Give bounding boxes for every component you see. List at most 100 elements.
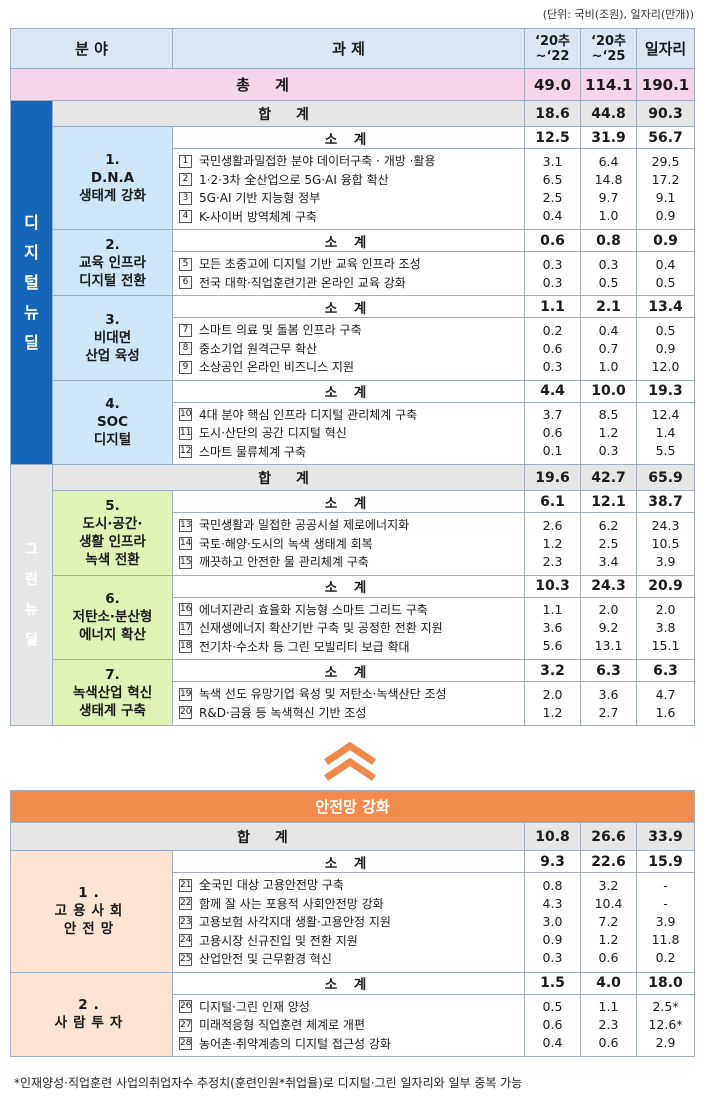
value-text: 2.3 bbox=[542, 553, 563, 569]
task-item: 7 스마트 의료 및 돌봄 인프라 구축 bbox=[179, 321, 518, 340]
task-number: 23 bbox=[179, 915, 192, 929]
value-text: 0.5 bbox=[542, 999, 563, 1015]
category-name: 2. 교육 인프라 디지털 전환 bbox=[51, 229, 174, 296]
value-text: 0.1 bbox=[542, 443, 563, 459]
section-sum-v3: 65.9 bbox=[636, 464, 696, 491]
task-number: 18 bbox=[179, 640, 193, 654]
value-text: 29.5 bbox=[651, 154, 680, 169]
value-text: 6.4 bbox=[598, 154, 619, 169]
subtotal-label: 소 계 bbox=[172, 229, 526, 252]
item-values-22: 0.5 0.6 0.4 bbox=[524, 993, 581, 1057]
item-values-jobs: 2.5* 12.6* 2.9 bbox=[635, 993, 696, 1057]
category-name: 6. 저탄소·분산형 에너지 확산 bbox=[51, 574, 174, 660]
value-text: 0.6 bbox=[542, 340, 563, 356]
task-number: 8 bbox=[179, 342, 193, 356]
value-text: 12.6* bbox=[648, 1017, 683, 1033]
task-list: 1 국민생활과밀접한 분야 데이터구축 · 개방 ·활용 2 1·2·3차 全산업으로… bbox=[172, 148, 526, 230]
value-text: 15.1 bbox=[651, 638, 680, 654]
item-values-25: 6.2 2.5 3.4 bbox=[580, 512, 638, 576]
value-text: 1.4 bbox=[655, 425, 676, 441]
value-text: 0.3 bbox=[542, 256, 563, 272]
task-item: 15 깨끗하고 안전한 물 관리체계 구축 bbox=[179, 553, 518, 572]
section-sum-v2: 44.8 bbox=[580, 100, 638, 127]
task-item: 8 중소기업 원격근무 확산 bbox=[179, 340, 518, 359]
subtotal-v2: 10.0 bbox=[580, 379, 638, 403]
value-text: 1.0 bbox=[598, 208, 619, 223]
value-text: - bbox=[663, 896, 668, 912]
category-name: 4. SOC 디지털 bbox=[51, 379, 174, 465]
item-values-22: 1.1 3.6 5.6 bbox=[524, 596, 582, 660]
section-sum-v1: 18.6 bbox=[524, 100, 582, 127]
value-text: 1.6 bbox=[655, 704, 676, 720]
value-text: 12.0 bbox=[651, 358, 680, 374]
subtotal-label: 소 계 bbox=[172, 850, 525, 873]
subtotal-label: 소 계 bbox=[172, 490, 526, 513]
task-text: 신재생에너지 확산기반 구축 및 공정한 전환 지원 bbox=[199, 621, 443, 635]
subtotal-v1: 4.4 bbox=[524, 379, 582, 403]
task-item: 21 全국민 대상 고용안전망 구축 bbox=[179, 876, 518, 895]
value-text: 1.0 bbox=[598, 358, 619, 374]
value-text: 0.4 bbox=[598, 322, 619, 338]
subtotal-v1: 1.5 bbox=[524, 971, 581, 995]
value-text: 14.8 bbox=[594, 172, 623, 187]
category-name: 1. D.N.A 생태계 강화 bbox=[51, 126, 174, 230]
task-text: 스마트 물류체계 구축 bbox=[199, 444, 307, 459]
items-row: 26 디지털·그린 인재 양성 27 미래적응형 직업훈련 체계로 개편 28 농어촌·취… bbox=[11, 993, 696, 1057]
subtotal-label: 소 계 bbox=[172, 379, 526, 403]
task-number: 21 bbox=[179, 878, 192, 892]
task-text: 농어촌·취약계층의 디지털 접근성 강화 bbox=[199, 1036, 391, 1051]
value-text: 0.2 bbox=[542, 322, 563, 338]
item-values-25: 1.1 2.3 0.6 bbox=[580, 993, 637, 1057]
total-label: 총 계 bbox=[9, 68, 526, 101]
task-number: 4 bbox=[179, 210, 193, 224]
safety-sum-v2: 26.6 bbox=[580, 822, 637, 851]
subtotal-v3: 56.7 bbox=[636, 126, 696, 149]
value-text: 0.9 bbox=[542, 932, 563, 948]
item-values-25: 0.4 0.7 1.0 bbox=[580, 317, 638, 381]
header-row: 분 야 과 제 ‘20추 ~‘22 ‘20추 ~‘25 일자리 bbox=[9, 28, 696, 69]
value-text: 2.9 bbox=[655, 1035, 676, 1051]
items-row: 19 녹색 선도 유망기업 육성 및 저탄소·녹색산단 조성 20 R&D·금융 등 … bbox=[11, 681, 696, 726]
item-values-22: 2.6 1.2 2.3 bbox=[524, 512, 582, 576]
items-row: 16 에너지관리 효율화 지능형 스마트 그리드 구축 17 신재생에너지 확산기반 … bbox=[11, 596, 696, 660]
value-text: 0.7 bbox=[598, 340, 619, 356]
task-item: 19 녹색 선도 유망기업 육성 및 저탄소·녹색산단 조성 bbox=[179, 685, 518, 704]
value-text: 0.3 bbox=[598, 256, 619, 272]
subtotal-label: 소 계 bbox=[172, 574, 526, 598]
task-text: 1·2·3차 全산업으로 5G·AI 융합 확산 bbox=[199, 172, 389, 187]
value-text: 3.2 bbox=[598, 878, 619, 894]
task-item: 26 디지털·그린 인재 양성 bbox=[179, 998, 518, 1017]
header-jobs: 일자리 bbox=[636, 28, 696, 69]
safety-sum-row: 합 계 10.8 26.6 33.9 bbox=[10, 822, 696, 851]
category-name: 5. 도시·공간· 생활 인프라 녹색 전환 bbox=[51, 490, 174, 576]
task-item: 1 국민생활과밀접한 분야 데이터구축 · 개방 ·활용 bbox=[179, 152, 518, 171]
item-values-jobs: 12.4 1.4 5.5 bbox=[636, 401, 696, 465]
task-item: 4 K-사이버 방역체계 구축 bbox=[179, 208, 518, 227]
task-list: 10 4대 분야 핵심 인프라 디지털 관리체계 구축 11 도시·산단의 공간 디지… bbox=[172, 401, 526, 465]
item-values-25: 2.0 9.2 13.1 bbox=[580, 596, 638, 660]
value-text: 12.4 bbox=[651, 407, 680, 423]
value-text: 0.6 bbox=[542, 425, 563, 441]
value-text: 5.6 bbox=[542, 638, 563, 654]
value-text: 1.1 bbox=[598, 999, 619, 1015]
subtotal-v1: 12.5 bbox=[524, 126, 582, 149]
subtotal-v3: 20.9 bbox=[636, 574, 696, 598]
subtotal-row: 6. 저탄소·분산형 에너지 확산 소 계 10.3 24.3 20.9 bbox=[11, 574, 696, 660]
value-text: 0.6 bbox=[542, 1017, 563, 1033]
value-text: 0.2 bbox=[655, 950, 676, 966]
task-text: 국토·해양·도시의 녹색 생태계 회복 bbox=[199, 536, 373, 551]
value-text: 1.2 bbox=[542, 704, 563, 720]
subtotal-v1: 0.6 bbox=[524, 229, 582, 252]
section-sum-v2: 42.7 bbox=[580, 464, 638, 491]
item-values-22: 3.1 6.5 2.5 0.4 bbox=[524, 148, 582, 230]
items-row: 10 4대 분야 핵심 인프라 디지털 관리체계 구축 11 도시·산단의 공간 디지… bbox=[11, 401, 696, 465]
task-item: 27 미래적응형 직업훈련 체계로 개편 bbox=[179, 1016, 518, 1035]
task-item: 6 전국 대학·직업훈련기관 온라인 교육 강화 bbox=[179, 274, 518, 293]
subtotal-label: 소 계 bbox=[172, 971, 525, 995]
task-text: 고용보험 사각지대 생활·고용안정 지원 bbox=[199, 915, 391, 929]
task-item: 16 에너지관리 효율화 지능형 스마트 그리드 구축 bbox=[179, 601, 518, 620]
subtotal-row: 1. D.N.A 생태계 강화 소 계 12.5 31.9 56.7 bbox=[11, 126, 696, 230]
